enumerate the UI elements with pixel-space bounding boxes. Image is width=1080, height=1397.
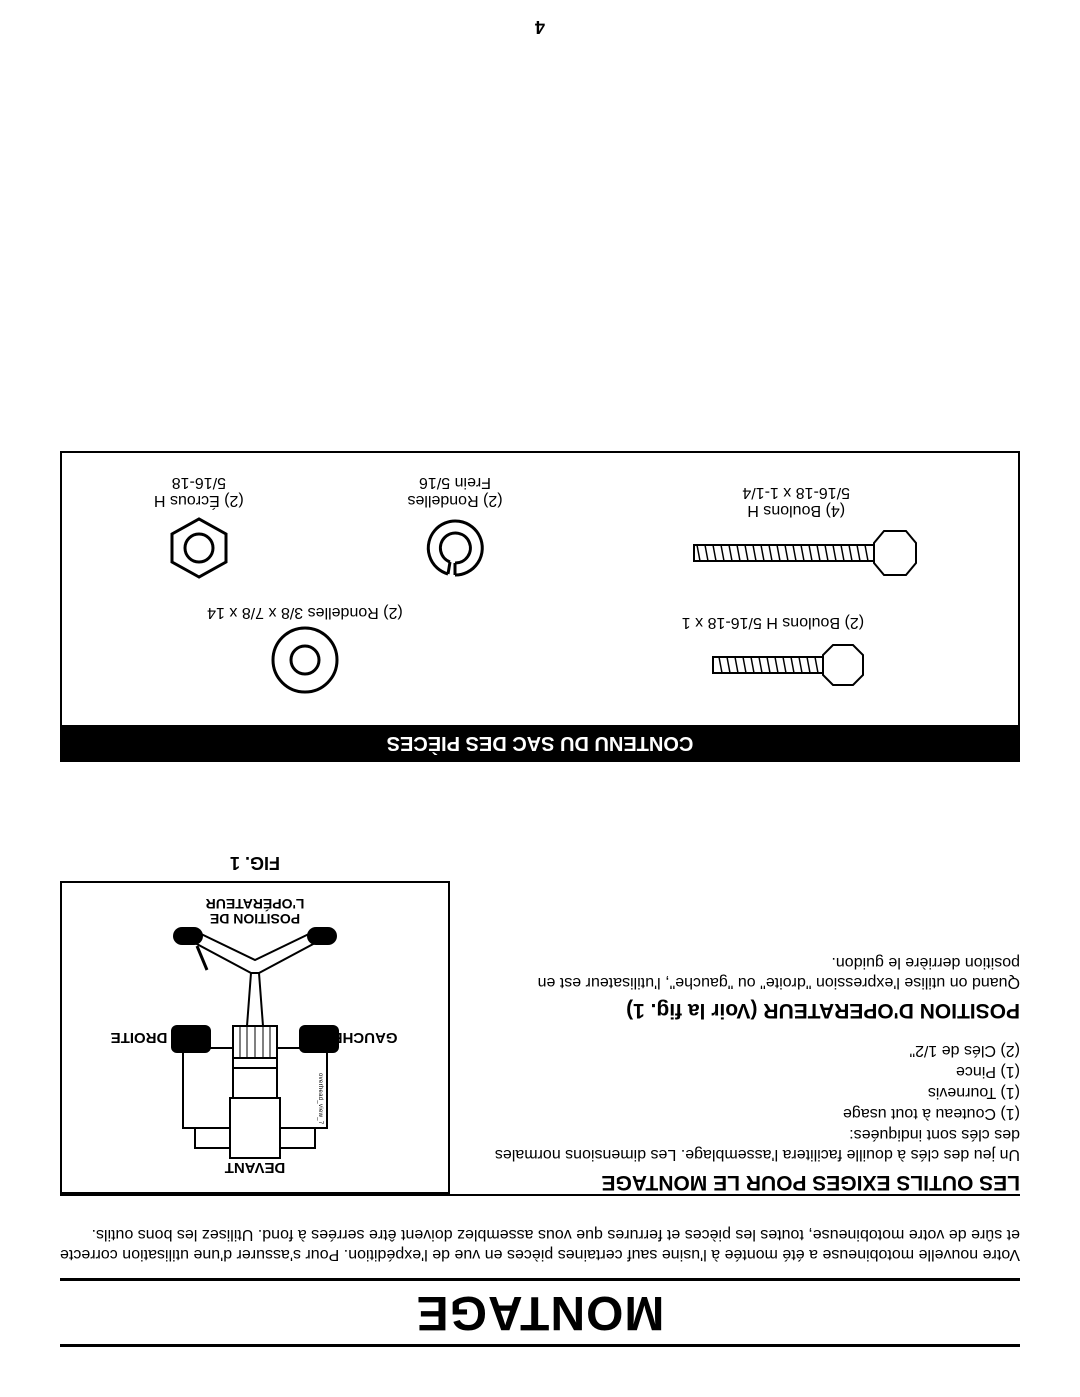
part-label: (2) Boulons H 5/16-18 x 1 — [673, 613, 873, 631]
figure-box: DEVANT GAUCHE DROITE overhead_view_7 POS… — [60, 881, 450, 1194]
right-column: DEVANT GAUCHE DROITE overhead_view_7 POS… — [60, 852, 450, 1194]
title-underline — [60, 1278, 1020, 1281]
top-rule — [60, 1344, 1020, 1347]
tools-heading: LES OUTILS EXIGES POUR LE MONTAGE — [480, 1170, 1020, 1194]
two-column-section: LES OUTILS EXIGES POUR LE MONTAGE Un jeu… — [60, 852, 1020, 1194]
part-bolt-long: (4) Boulons H 5/16-18 x 1-1/4 — [666, 483, 926, 583]
left-column: LES OUTILS EXIGES POUR LE MONTAGE Un jeu… — [480, 952, 1020, 1194]
document-page: MONTAGE Votre nouvelle motobineuse a été… — [0, 0, 1080, 1397]
label-position-2: L'OPÉRATEUR — [206, 898, 305, 912]
page-title: MONTAGE — [60, 1285, 1020, 1340]
page-number: 4 — [0, 16, 1080, 37]
part-label-2: 5/16-18 x 1-1/4 — [666, 483, 926, 501]
part-label-2: Frein 5/16 — [407, 473, 502, 491]
tool-item: (2) Clés de 1/2" — [480, 1040, 1020, 1060]
parts-heading: CONTENU DU SAC DES PIÈCES — [60, 725, 1020, 762]
tool-item: (1) Tournevis — [480, 1082, 1020, 1102]
label-droite: DROITE — [111, 1029, 168, 1046]
bolt-icon — [673, 635, 873, 695]
parts-row-1: (2) Boulons H 5/16-18 x 1 (2) Rondelles … — [72, 603, 1008, 695]
lock-washer-icon — [410, 513, 500, 583]
operator-heading: POSITION D'OPERATEUR (Voir la fig. 1) — [480, 998, 1020, 1022]
part-label: (4) Boulons H — [666, 501, 926, 519]
part-washer-flat: (2) Rondelles 3/8 x 7/8 x 14 — [207, 603, 403, 695]
part-bolt-short: (2) Boulons H 5/16-18 x 1 — [673, 613, 873, 695]
tool-item: (1) Couteau à tout usage — [480, 1103, 1020, 1123]
parts-box: (2) Boulons H 5/16-18 x 1 (2) Rondelles … — [60, 451, 1020, 725]
operator-text: Quand on utilise l'expression "droite" o… — [480, 952, 1020, 992]
parts-row-2: (4) Boulons H 5/16-18 x 1-1/4 (2) Rondel… — [72, 473, 1008, 583]
label-gauche: GAUCHE — [332, 1029, 397, 1046]
washer-icon — [255, 625, 355, 695]
label-devant: DEVANT — [225, 1159, 286, 1176]
figure-caption: FIG. 1 — [60, 852, 450, 873]
intro-paragraph: Votre nouvelle motobineuse a été montée … — [60, 1224, 1020, 1264]
tiny-overhead-label: overhead_view_7 — [317, 1073, 323, 1125]
part-label: (2) Rondelles — [407, 491, 502, 509]
part-hex-nut: (2) Écrous H 5/16-18 — [154, 473, 244, 583]
bolt-long-icon — [666, 523, 926, 583]
tools-list: (1) Couteau à tout usage (1) Tournevis (… — [480, 1040, 1020, 1123]
tool-item: (1) Pince — [480, 1061, 1020, 1081]
part-label: (2) Rondelles 3/8 x 7/8 x 14 — [207, 603, 403, 621]
part-label: (2) Écrous H — [154, 491, 244, 509]
hex-nut-icon — [154, 513, 244, 583]
tools-lead: Un jeu des clés à douille facilitera l'a… — [480, 1124, 1020, 1164]
tiller-overhead-diagram: DEVANT GAUCHE DROITE overhead_view_7 POS… — [75, 898, 435, 1178]
part-lock-washer: (2) Rondelles Frein 5/16 — [407, 473, 502, 583]
section-rule — [60, 1194, 1020, 1196]
label-position-1: POSITION DE — [210, 911, 300, 927]
part-label-2: 5/16-18 — [154, 473, 244, 491]
